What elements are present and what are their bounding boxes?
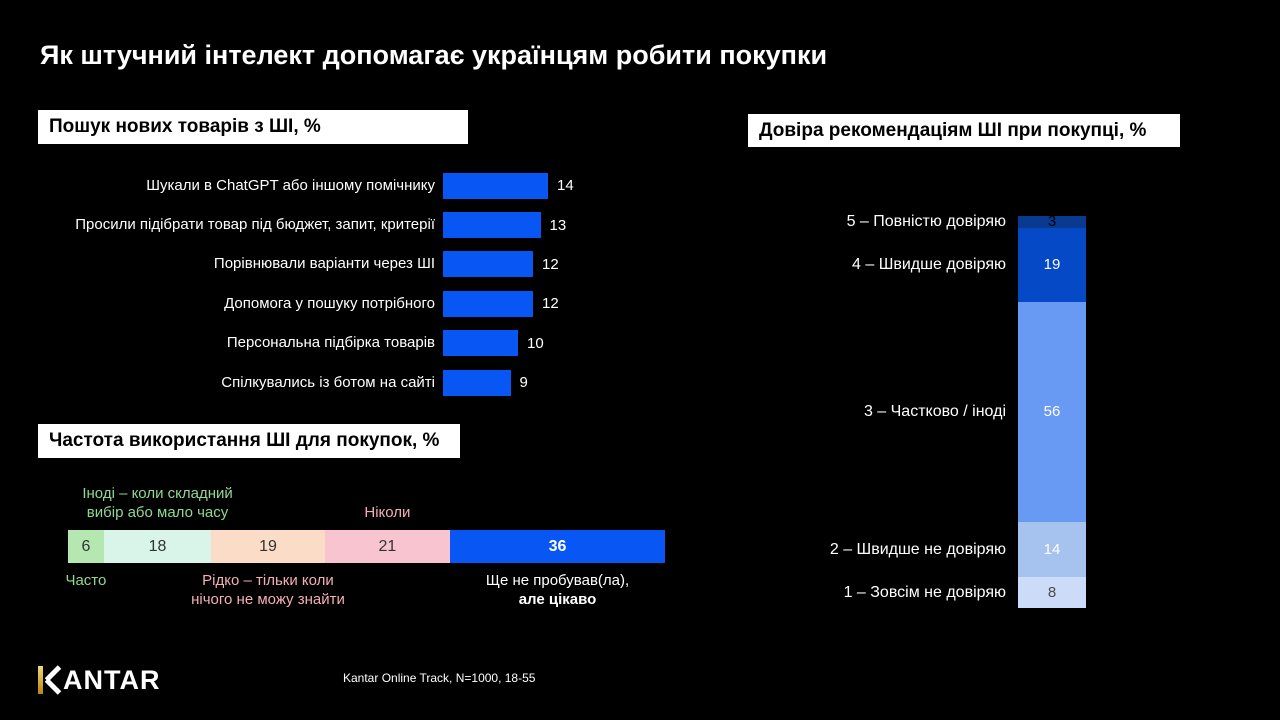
bar — [443, 290, 533, 317]
stacked-segment: 14 — [1018, 522, 1086, 577]
segment-label-line: вибір або мало часу — [86, 504, 229, 521]
section-title-trust-text: Довіра рекомендаціям ШІ при покупці, % — [759, 119, 1147, 141]
stacked-segment: 6 — [68, 530, 104, 563]
section-title-trust: Довіра рекомендаціям ШІ при покупці, % — [748, 114, 1180, 147]
bar-row: Допомога у пошуку потрібного 12 — [40, 284, 700, 323]
segment-value: 3 — [1047, 213, 1057, 230]
bar — [443, 330, 518, 357]
bar-label: Спілкувались із ботом на сайті — [221, 373, 435, 391]
kantar-k-gold-stem-icon — [38, 665, 62, 695]
segment-label-line: Ще не пробував(ла), — [485, 572, 630, 589]
kantar-logo: ANTAR — [38, 664, 160, 696]
bar-label: Порівнювали варіанти через ШІ — [213, 255, 435, 273]
new-products-chart: Шукали в ChatGPT або іншому помічнику 14 П… — [40, 166, 700, 402]
section-title-new-products-text: Пошук нових товарів з ШІ, % — [49, 116, 321, 137]
bar-value: 12 — [542, 255, 559, 273]
segment-value: 21 — [378, 538, 397, 555]
segment-label: Рідко – тільки коли нічого не можу знайти — [191, 571, 345, 609]
segment-label: Іноді – коли складний вибір або мало часу — [82, 484, 232, 522]
bar-label: Шукали в ChatGPT або іншому помічнику — [146, 176, 435, 194]
bar-row: Порівнювали варіанти через ШІ 12 — [40, 245, 700, 284]
stacked-segment: 36 — [450, 530, 665, 563]
segment-label: 5 – Повністю довіряю — [846, 213, 1006, 230]
bar-row: Просили підібрати товар під бюджет, запи… — [40, 205, 700, 244]
bar-value: 12 — [542, 295, 559, 313]
bar-label: Просили підібрати товар під бюджет, запи… — [75, 216, 435, 234]
bar-value: 14 — [557, 177, 574, 195]
segment-value: 6 — [81, 538, 91, 555]
segment-label: Ще не пробував(ла), але цікаво — [486, 571, 629, 609]
bar-value: 9 — [519, 374, 528, 392]
stacked-segment: 18 — [103, 530, 212, 563]
bar — [443, 212, 541, 239]
stacked-segment: 21 — [324, 530, 451, 563]
bar-row: Персональна підбірка товарів 10 — [40, 324, 700, 363]
segment-label-line: Часто — [65, 572, 107, 589]
segment-value: 14 — [1043, 541, 1061, 558]
segment-label: 4 – Швидше довіряю — [852, 256, 1006, 273]
stacked-segment: 8 — [1018, 577, 1086, 608]
section-title-frequency-text: Частота використання ШІ для покупок, % — [49, 430, 440, 451]
kantar-logo-text: ANTAR — [63, 664, 161, 695]
segment-label: Часто — [65, 571, 106, 590]
segment-value: 19 — [259, 538, 277, 555]
segment-label-line: Рідко – тільки коли — [202, 572, 334, 589]
page-title: Як штучний інтелект допомагає українцям … — [40, 40, 828, 70]
segment-label-line: нічого не можу знайти — [191, 591, 345, 608]
bar — [443, 172, 548, 199]
stacked-segment: 19 — [1018, 228, 1086, 302]
trust-chart: 3 5 – Повністю довіряю 19 4 – Швидше довіря… — [700, 213, 1086, 610]
segment-label: 2 – Швидше не довіряю — [829, 540, 1006, 558]
segment-value: 19 — [1043, 256, 1061, 273]
stacked-segment: 3 — [1018, 213, 1086, 230]
section-title-new-products: Пошук нових товарів з ШІ, % — [38, 110, 468, 144]
bar — [443, 369, 511, 396]
bar-value: 13 — [549, 216, 567, 234]
segment-value: 18 — [148, 538, 167, 555]
bar-label: Допомога у пошуку потрібного — [224, 294, 435, 312]
bar-row: Спілкувались із ботом на сайті 9 — [40, 363, 700, 402]
segment-label: Ніколи — [364, 503, 410, 522]
segment-label-line: Іноді – коли складний — [82, 485, 233, 502]
segment-label-line: Ніколи — [364, 504, 411, 521]
stacked-segment: 19 — [211, 530, 325, 563]
bar-label: Персональна підбірка товарів — [226, 334, 435, 352]
bar-row: Шукали в ChatGPT або іншому помічнику 14 — [40, 166, 700, 205]
segment-value: 56 — [1043, 403, 1061, 420]
segment-label: 1 – Зовсім не довіряю — [843, 583, 1006, 601]
bar-value: 10 — [527, 334, 544, 352]
stacked-segment: 56 — [1018, 302, 1086, 522]
section-title-frequency: Частота використання ШІ для покупок, % — [38, 424, 460, 458]
frequency-chart: 6 Часто 18 Іноді – коли складний вибір або м… — [65, 485, 665, 608]
segment-label: 3 – Частково / іноді — [863, 403, 1006, 420]
segment-value: 36 — [548, 538, 567, 555]
source-note: Kantar Online Track, N=1000, 18-55 — [343, 671, 536, 685]
bar — [443, 251, 533, 278]
segment-label-line: але цікаво — [518, 591, 597, 608]
segment-value: 8 — [1047, 584, 1057, 601]
